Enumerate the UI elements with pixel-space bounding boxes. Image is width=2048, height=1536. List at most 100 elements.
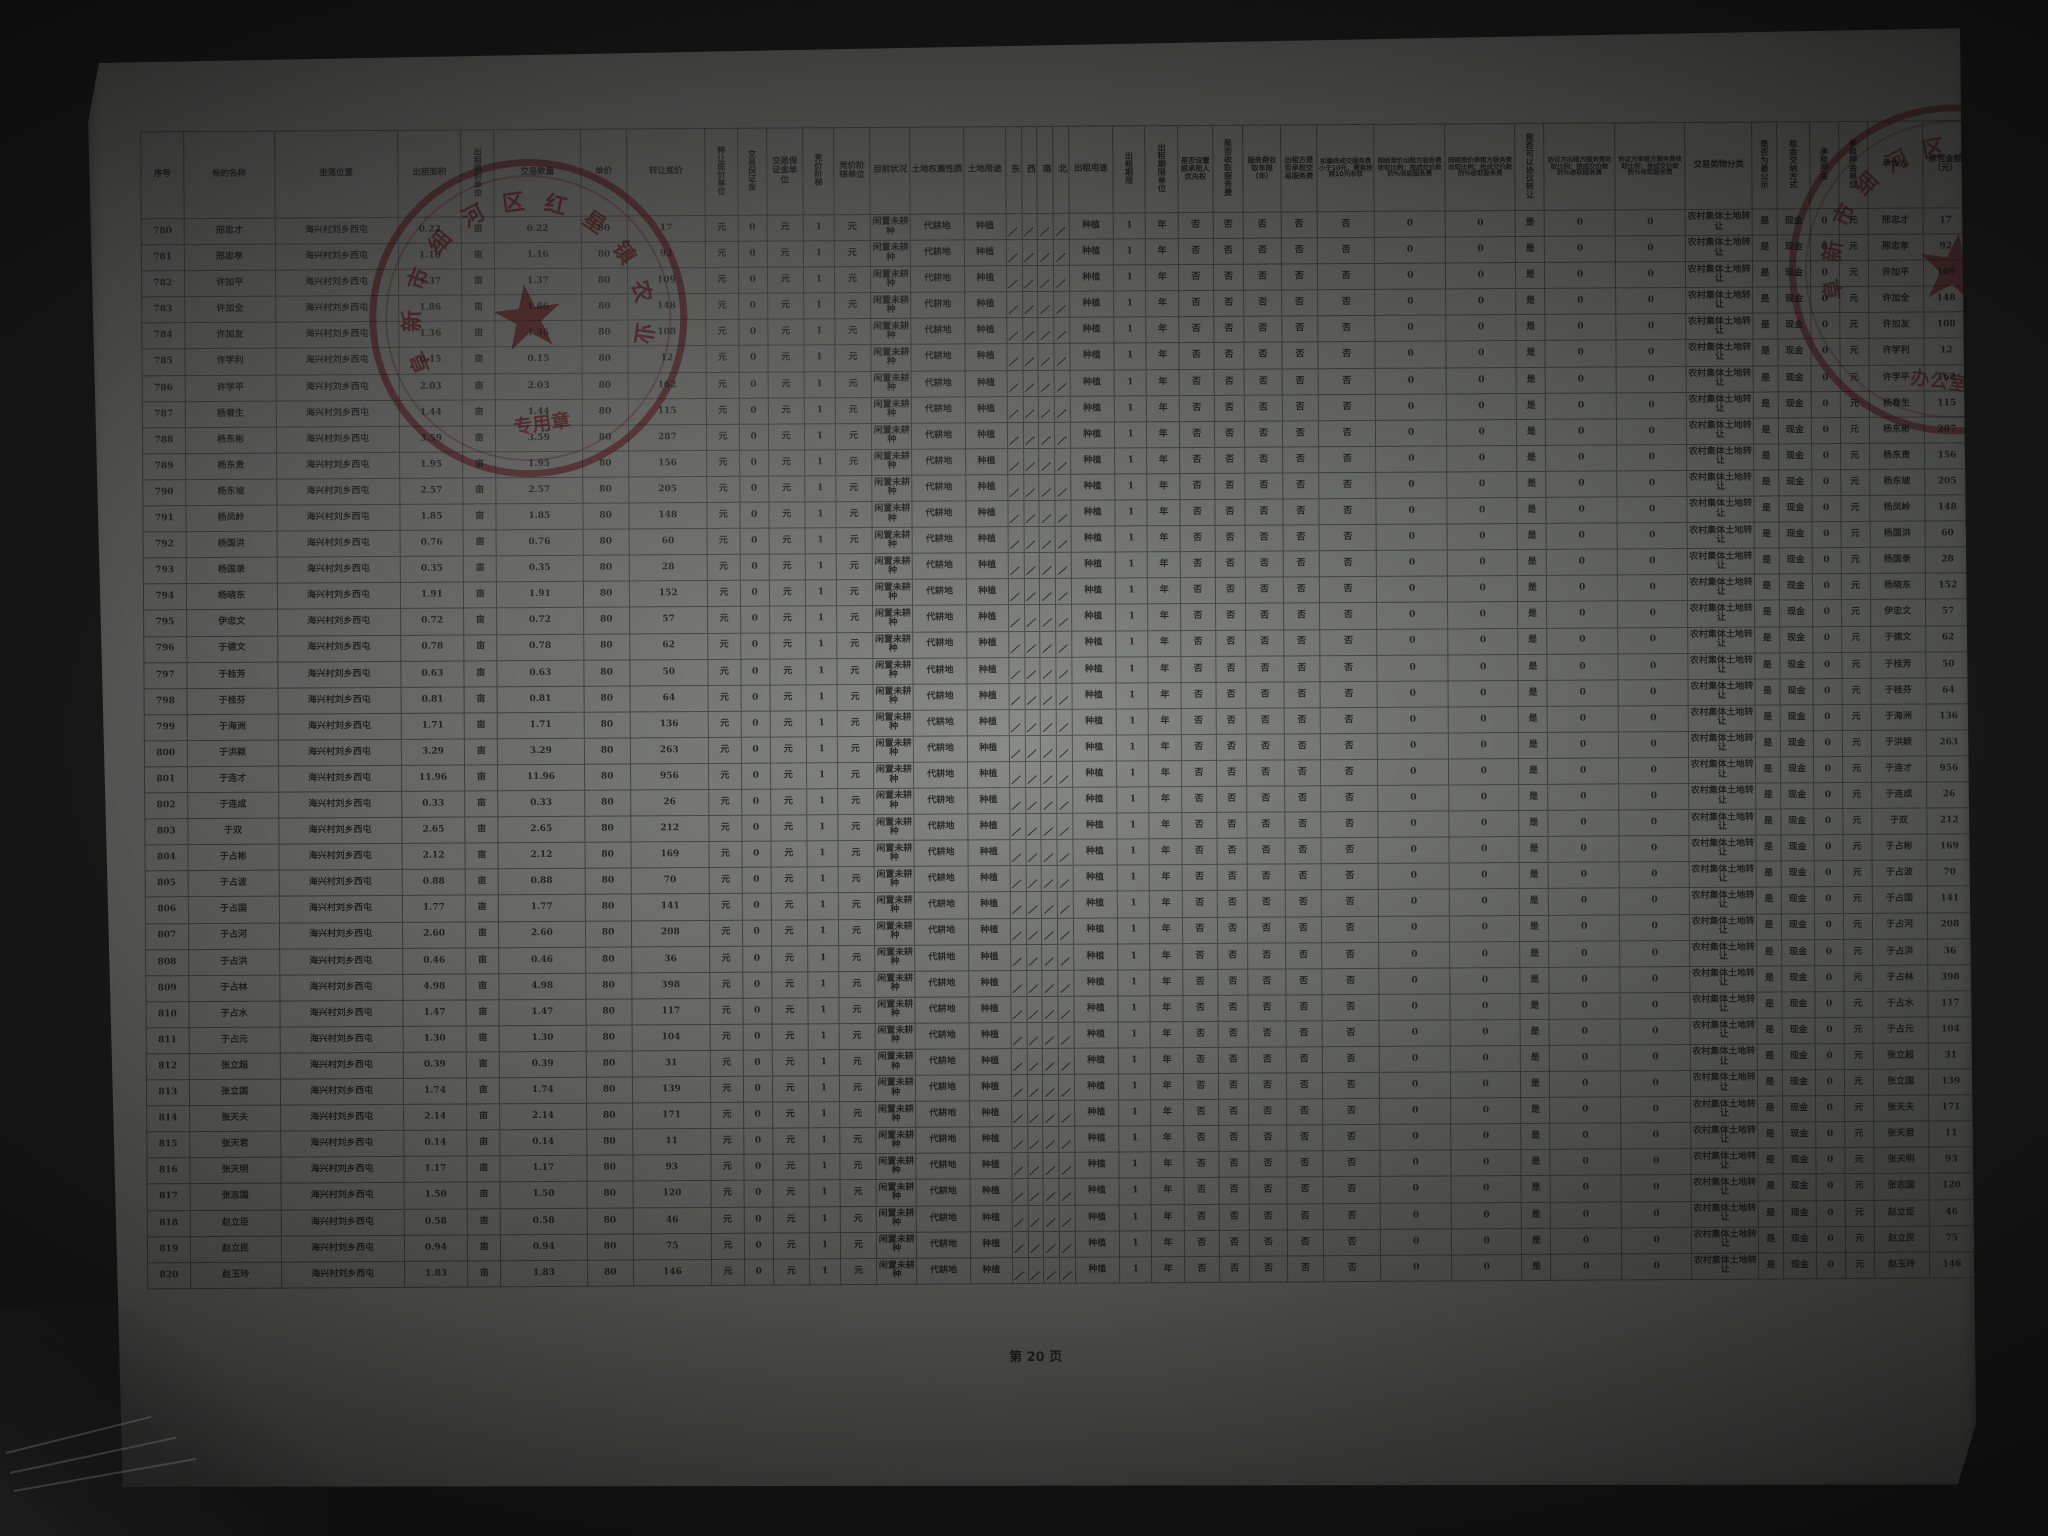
lease-deposit-unit: 元 [1841, 574, 1870, 600]
rent-term-unit: 年 [1147, 421, 1180, 447]
charge-service-fee: 否 [1217, 838, 1248, 864]
lessor-bears-fee: 否 [1282, 473, 1319, 499]
rent-area-unit: 亩 [465, 817, 498, 843]
lease-deposit: 0 [1813, 652, 1842, 678]
bid-step: 1 [809, 1128, 840, 1154]
row-index: 817 [147, 1184, 190, 1210]
column-header-18: 南 [1037, 126, 1053, 213]
transfer-base-price: 148 [629, 503, 708, 530]
land-right-nature: 代耕地 [914, 814, 968, 840]
boundary-east [1007, 318, 1023, 344]
contractor: 邢忠才 [1868, 208, 1923, 234]
nego-lessee-rate: 0 [1617, 549, 1688, 576]
location: 海兴村刘乡西屯 [280, 1000, 403, 1027]
current-status: 闲置未耕种 [875, 945, 915, 971]
online-lessor-rate: 0 [1375, 289, 1446, 316]
lessor-bears-fee: 否 [1286, 1073, 1323, 1099]
bid-step-unit: 元 [838, 841, 875, 867]
rent-purpose: 种植 [1070, 396, 1114, 422]
nego-lessee-rate: 0 [1619, 914, 1690, 941]
rent-purpose: 种植 [1074, 1048, 1118, 1074]
transfer-base-price: 70 [631, 868, 710, 895]
lease-deposit-unit: 元 [1840, 339, 1869, 365]
base-price-unit: 元 [708, 685, 741, 711]
rent-area-unit: 亩 [466, 947, 499, 973]
nego-lessor-rate: 0 [1549, 941, 1620, 968]
column-header-6: 单价 [580, 129, 627, 216]
lessor-bears-fee: 否 [1286, 1099, 1323, 1125]
base-price-unit: 元 [709, 789, 742, 815]
online-lessor-rate: 0 [1378, 733, 1449, 760]
bid-step-unit: 元 [835, 319, 872, 345]
online-lessor-rate: 0 [1379, 942, 1450, 969]
boundary-south [1040, 683, 1056, 709]
subject-name: 许学平 [185, 375, 276, 402]
current-status: 闲置未耕种 [874, 840, 914, 866]
contract-amount: 28 [1925, 547, 1970, 573]
location: 海兴村刘乡西屯 [278, 765, 401, 792]
bid-step: 1 [807, 919, 838, 945]
column-header-28: 网络竞价出租方服务费收取比例：按成交价款的％收取服务费 [1374, 124, 1445, 211]
online-lessee-rate: 0 [1450, 1019, 1521, 1046]
rent-area-unit: 亩 [467, 1078, 500, 1104]
payment-method: 现金 [1781, 757, 1814, 783]
column-header-7: 转让底价 [626, 128, 705, 215]
trade-category: 农村集体土地转让 [1689, 809, 1756, 835]
row-index: 788 [142, 427, 185, 453]
nego-lessor-rate: 0 [1549, 967, 1620, 994]
online-lessor-rate: 0 [1379, 915, 1450, 942]
online-lessor-rate: 0 [1376, 524, 1447, 551]
trade-quantity: 0.22 [494, 216, 581, 243]
bid-step: 1 [804, 397, 835, 423]
boundary-south [1044, 1231, 1060, 1257]
can-negotiate: 是 [1522, 1254, 1551, 1280]
trade-deposit: 0 [743, 998, 772, 1024]
subject-name: 于洪颖 [187, 740, 278, 767]
land-use: 种植 [965, 422, 1007, 448]
charge-service-fee: 否 [1219, 1230, 1250, 1256]
nego-lessor-rate: 0 [1545, 262, 1616, 289]
contractor: 许学平 [1869, 365, 1924, 391]
lease-deposit: 0 [1810, 209, 1839, 235]
lease-deposit-unit: 元 [1842, 704, 1871, 730]
subject-name: 杨春生 [185, 401, 276, 428]
online-lessor-rate: 0 [1379, 1020, 1450, 1047]
unit-price: 80 [584, 790, 630, 816]
trade-quantity: 3.59 [496, 425, 583, 452]
rent-area-unit: 亩 [462, 347, 495, 373]
charge-service-fee: 否 [1217, 943, 1248, 969]
trade-quantity: 0.33 [498, 790, 585, 817]
boundary-east [1009, 683, 1025, 709]
contractor: 于占波 [1872, 860, 1927, 886]
priority-right: 否 [1179, 317, 1214, 343]
trade-deposit: 0 [744, 1259, 773, 1285]
min-fee-10yuan: 否 [1320, 681, 1378, 707]
can-negotiate: 是 [1521, 1071, 1550, 1097]
rent-area-unit: 亩 [468, 1182, 501, 1208]
trade-deposit: 0 [739, 372, 768, 398]
is-public: 是 [1757, 1096, 1782, 1122]
contract-amount: 104 [1928, 1017, 1973, 1043]
nego-lessee-rate: 0 [1620, 966, 1691, 993]
rent-term-unit: 年 [1150, 917, 1183, 943]
boundary-south [1043, 1127, 1059, 1153]
location: 海兴村刘乡西屯 [277, 583, 400, 610]
nego-lessor-rate: 0 [1551, 1228, 1622, 1255]
can-negotiate: 是 [1516, 289, 1545, 315]
charge-service-fee: 否 [1218, 1099, 1249, 1125]
trade-quantity: 1.30 [499, 1025, 586, 1052]
location: 海兴村刘乡西屯 [275, 217, 398, 244]
unit-price: 80 [581, 268, 627, 294]
rent-area: 0.39 [403, 1052, 467, 1078]
boundary-north [1057, 761, 1073, 787]
bid-step: 1 [803, 241, 834, 267]
unit-price: 80 [582, 373, 628, 399]
location: 海兴村刘乡西屯 [279, 870, 402, 897]
fee-years: 否 [1248, 916, 1285, 942]
lessor-bears-fee: 否 [1282, 420, 1319, 446]
unit-price: 80 [585, 868, 631, 894]
rent-term: 1 [1116, 761, 1149, 787]
deposit-unit: 元 [768, 476, 805, 502]
contractor: 于桂芬 [1871, 678, 1926, 704]
land-right-nature: 代耕地 [911, 292, 965, 318]
